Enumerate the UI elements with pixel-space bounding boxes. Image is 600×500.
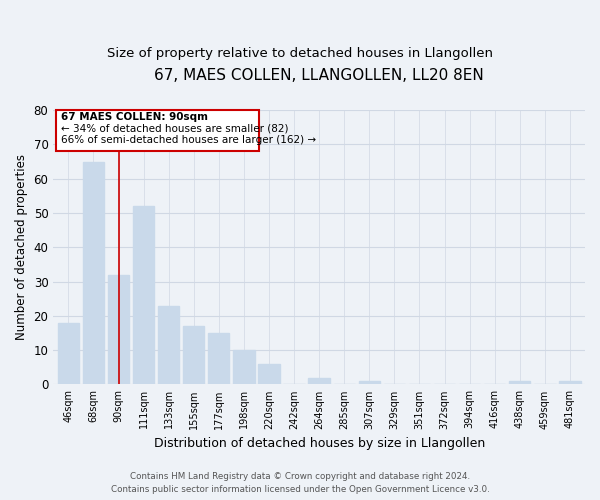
Bar <box>58 322 79 384</box>
Bar <box>359 381 380 384</box>
Bar <box>259 364 280 384</box>
Bar <box>158 306 179 384</box>
Bar <box>208 333 229 384</box>
X-axis label: Distribution of detached houses by size in Llangollen: Distribution of detached houses by size … <box>154 437 485 450</box>
Text: Size of property relative to detached houses in Llangollen: Size of property relative to detached ho… <box>107 48 493 60</box>
Bar <box>83 162 104 384</box>
Text: 67 MAES COLLEN: 90sqm: 67 MAES COLLEN: 90sqm <box>61 112 208 122</box>
FancyBboxPatch shape <box>56 110 259 151</box>
Bar <box>233 350 254 384</box>
Title: 67, MAES COLLEN, LLANGOLLEN, LL20 8EN: 67, MAES COLLEN, LLANGOLLEN, LL20 8EN <box>154 68 484 82</box>
Bar <box>108 274 129 384</box>
Bar <box>559 381 581 384</box>
Bar <box>183 326 205 384</box>
Text: ← 34% of detached houses are smaller (82): ← 34% of detached houses are smaller (82… <box>61 123 289 133</box>
Y-axis label: Number of detached properties: Number of detached properties <box>15 154 28 340</box>
Text: Contains HM Land Registry data © Crown copyright and database right 2024.
Contai: Contains HM Land Registry data © Crown c… <box>110 472 490 494</box>
Text: 66% of semi-detached houses are larger (162) →: 66% of semi-detached houses are larger (… <box>61 134 316 144</box>
Bar <box>133 206 154 384</box>
Bar <box>308 378 330 384</box>
Bar <box>509 381 530 384</box>
